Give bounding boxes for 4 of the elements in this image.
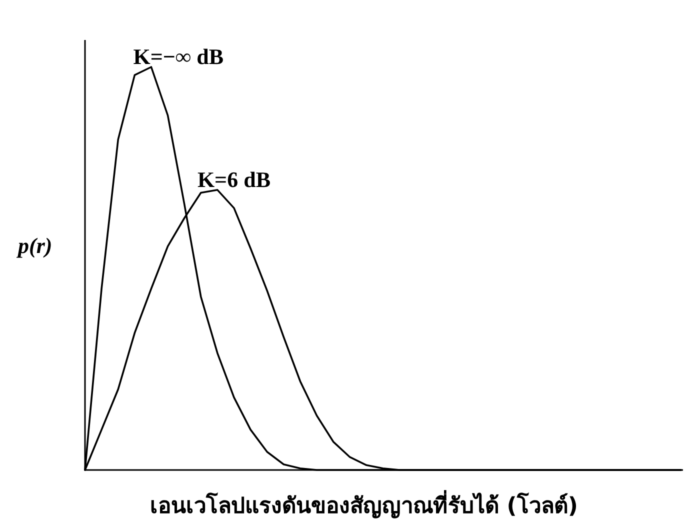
y-axis-title: p(r) [16, 233, 52, 258]
series-label: K=6 dB [197, 166, 271, 192]
x-axis-title: เอนเวโลปแรงดันของสัญญาณที่รับได้ (โวลต์) [150, 489, 578, 519]
series-label: K=−∞ dB [133, 44, 224, 69]
